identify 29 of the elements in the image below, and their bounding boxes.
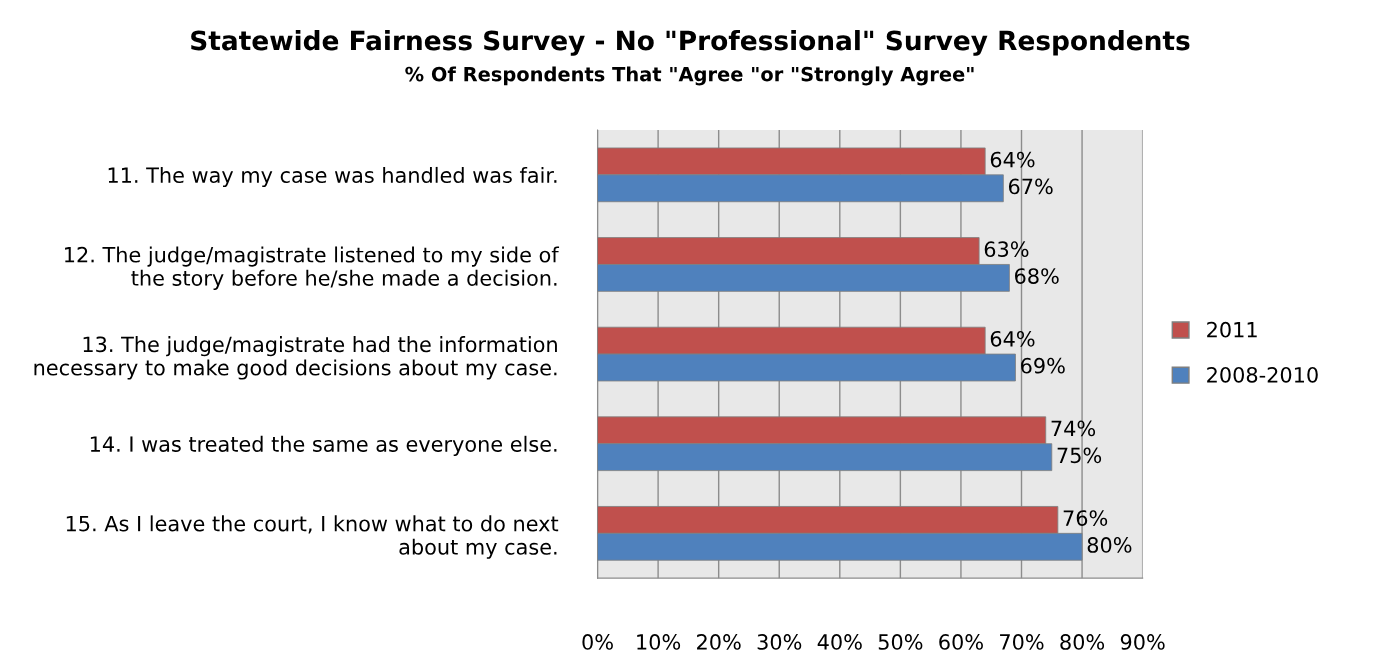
data-label: 64% bbox=[990, 151, 1035, 168]
legend-label: 2011 bbox=[1207, 321, 1257, 338]
data-label: 69% bbox=[1021, 357, 1065, 374]
data-label: 63% bbox=[984, 241, 1029, 258]
x-tick-label: 80% bbox=[1060, 634, 1105, 650]
y-tick-label: 11. The way my case was handled was fair. bbox=[108, 166, 557, 188]
x-tick-label: 70% bbox=[1000, 634, 1044, 650]
data-label: 64% bbox=[990, 330, 1035, 347]
data-label: 74% bbox=[1051, 420, 1096, 437]
chart-subtitle: % Of Respondents That "Agree "or "Strongly Agree" bbox=[405, 66, 974, 86]
legend-label: 2008-2010 bbox=[1207, 366, 1318, 383]
y-tick-label: 12. The judge/magistrate listened to my side of the story before he/she made a decision. bbox=[65, 246, 560, 290]
data-label: 68% bbox=[1015, 268, 1059, 284]
data-label: 67% bbox=[1008, 178, 1053, 195]
data-label: 76% bbox=[1063, 510, 1108, 526]
data-label: 80% bbox=[1087, 537, 1132, 553]
x-tick-label: 30% bbox=[757, 634, 802, 650]
x-tick-label: 10% bbox=[637, 634, 681, 650]
chart-title: Statewide Fairness Survey - No "Professional" Survey Respondents bbox=[191, 30, 1190, 56]
y-tick-label: 14. I was treated the same as everyone else. bbox=[90, 435, 557, 456]
x-tick-label: 50% bbox=[878, 634, 923, 650]
x-tick-label: 0% bbox=[582, 634, 613, 650]
y-tick-label: 13. The judge/magistrate had the information necessary to make good decisions about my case. bbox=[34, 336, 557, 380]
data-label: 75% bbox=[1057, 447, 1102, 464]
x-tick-label: 20% bbox=[697, 634, 741, 650]
x-tick-label: 40% bbox=[817, 634, 862, 650]
y-tick-label: 15. As I leave the court, I know what to do next about my case. bbox=[66, 515, 559, 559]
x-tick-label: 60% bbox=[939, 634, 983, 650]
x-tick-label: 90% bbox=[1120, 634, 1165, 650]
